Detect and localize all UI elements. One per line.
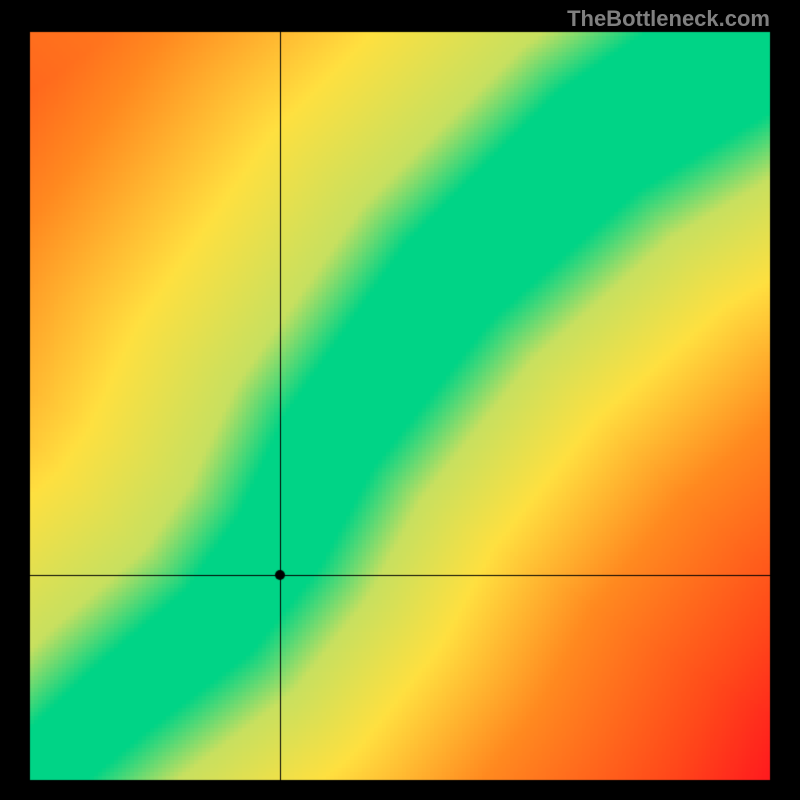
watermark-text: TheBottleneck.com xyxy=(567,6,770,32)
bottleneck-heatmap xyxy=(0,0,800,800)
